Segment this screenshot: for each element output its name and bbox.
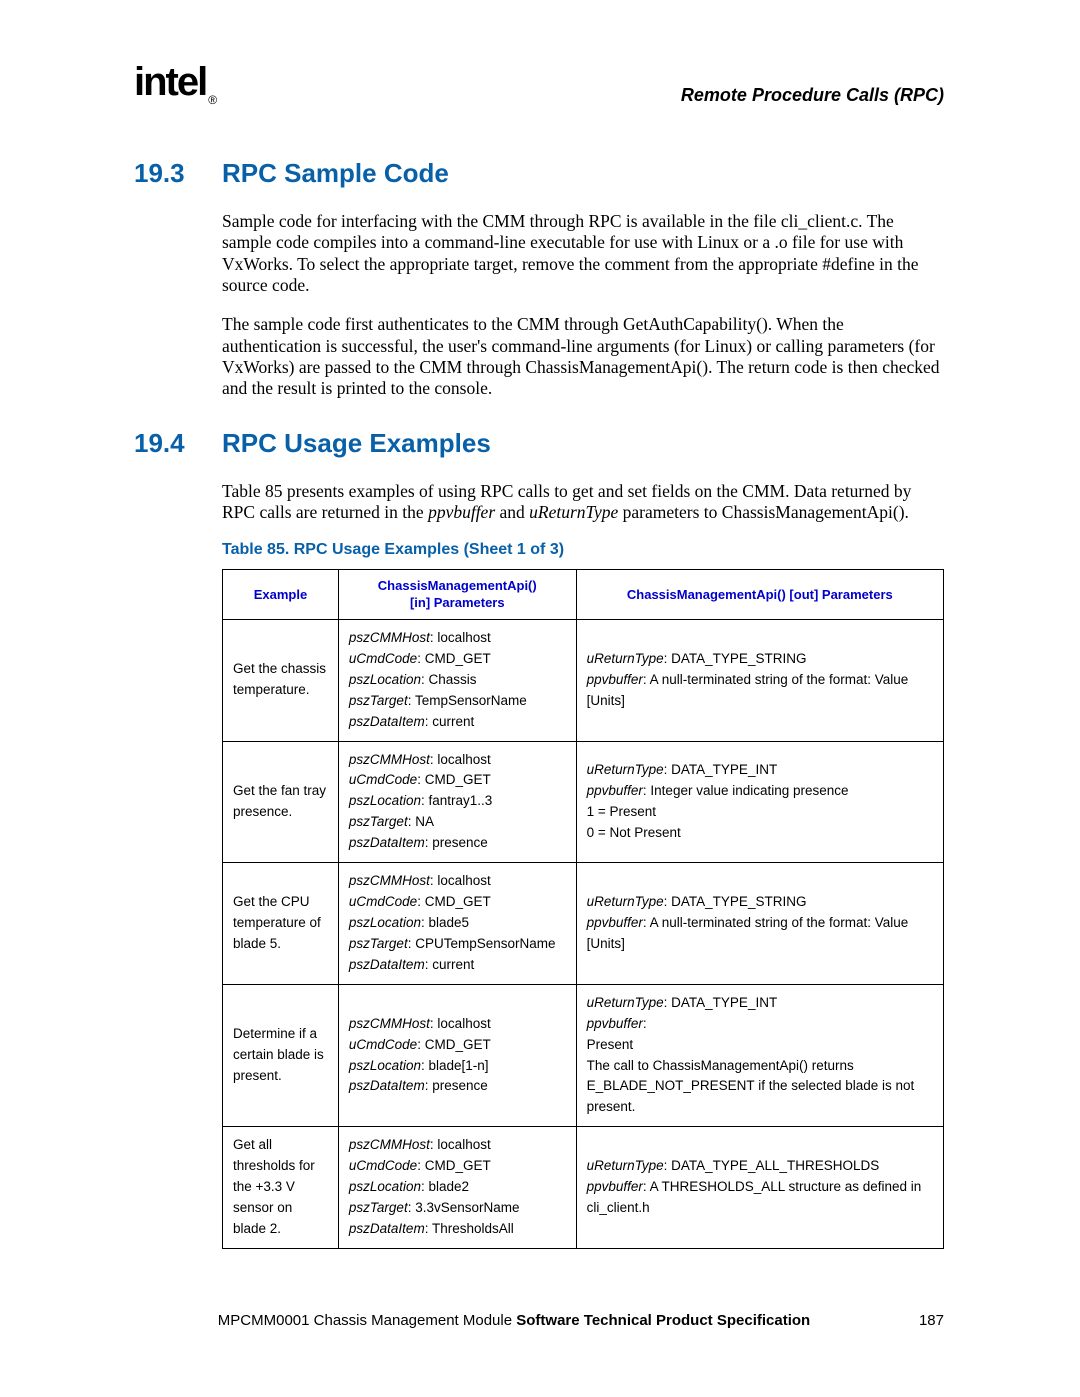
cell-example: Get the chassis temperature. (223, 619, 339, 741)
rpc-usage-table: Example ChassisManagementApi()[in] Param… (222, 569, 944, 1248)
table-row: Get the chassis temperature.pszCMMHost: … (223, 619, 944, 741)
cell-out-params: uReturnType: DATA_TYPE_STRINGppvbuffer: … (576, 619, 943, 741)
cell-out-params: uReturnType: DATA_TYPE_INTppvbuffer: Int… (576, 741, 943, 863)
table-row: Determine if a certain blade is present.… (223, 984, 944, 1127)
table-header-row: Example ChassisManagementApi()[in] Param… (223, 570, 944, 620)
table-row: Get the fan tray presence.pszCMMHost: lo… (223, 741, 944, 863)
cell-example: Get all thresholds for the +3.3 V sensor… (223, 1127, 339, 1249)
col-header-in-params: ChassisManagementApi()[in] Parameters (338, 570, 576, 620)
cell-in-params: pszCMMHost: localhostuCmdCode: CMD_GETps… (338, 1127, 576, 1249)
section-heading: 19.4 RPC Usage Examples (134, 428, 944, 459)
logo-text: intel (134, 60, 206, 104)
page-header: intel® Remote Procedure Calls (RPC) (134, 62, 944, 106)
cell-out-params: uReturnType: DATA_TYPE_INTppvbuffer: Pre… (576, 984, 943, 1127)
cell-example: Determine if a certain blade is present. (223, 984, 339, 1127)
table-row: Get all thresholds for the +3.3 V sensor… (223, 1127, 944, 1249)
page-footer: MPCMM0001 Chassis Management Module Soft… (134, 1312, 944, 1329)
section-heading: 19.3 RPC Sample Code (134, 158, 944, 189)
cell-example: Get the CPU temperature of blade 5. (223, 863, 339, 985)
table-row: Get the CPU temperature of blade 5.pszCM… (223, 863, 944, 985)
cell-out-params: uReturnType: DATA_TYPE_STRINGppvbuffer: … (576, 863, 943, 985)
footer-title: MPCMM0001 Chassis Management Module Soft… (134, 1312, 894, 1329)
footer-text-plain: MPCMM0001 Chassis Management Module (218, 1312, 516, 1329)
table-caption: Table 85. RPC Usage Examples (Sheet 1 of… (222, 541, 944, 559)
section-19-4: 19.4 RPC Usage Examples Table 85 present… (134, 428, 944, 1249)
cell-out-params: uReturnType: DATA_TYPE_ALL_THRESHOLDSppv… (576, 1127, 943, 1249)
paragraph: The sample code first authenticates to t… (222, 314, 944, 399)
col-header-example: Example (223, 570, 339, 620)
cell-in-params: pszCMMHost: localhostuCmdCode: CMD_GETps… (338, 984, 576, 1127)
page-number: 187 (894, 1312, 944, 1329)
section-number: 19.4 (134, 428, 222, 459)
cell-in-params: pszCMMHost: localhostuCmdCode: CMD_GETps… (338, 741, 576, 863)
paragraph: Sample code for interfacing with the CMM… (222, 211, 944, 296)
col-header-out-params: ChassisManagementApi() [out] Parameters (576, 570, 943, 620)
section-19-3: 19.3 RPC Sample Code Sample code for int… (134, 158, 944, 400)
paragraph: Table 85 presents examples of using RPC … (222, 481, 944, 524)
section-title: RPC Sample Code (222, 158, 449, 189)
section-number: 19.3 (134, 158, 222, 189)
section-title: RPC Usage Examples (222, 428, 491, 459)
cell-in-params: pszCMMHost: localhostuCmdCode: CMD_GETps… (338, 619, 576, 741)
doc-section-title: Remote Procedure Calls (RPC) (681, 85, 944, 106)
footer-text-bold: Software Technical Product Specification (516, 1312, 810, 1329)
registered-mark: ® (208, 93, 215, 107)
cell-in-params: pszCMMHost: localhostuCmdCode: CMD_GETps… (338, 863, 576, 985)
intel-logo: intel® (134, 62, 215, 106)
cell-example: Get the fan tray presence. (223, 741, 339, 863)
